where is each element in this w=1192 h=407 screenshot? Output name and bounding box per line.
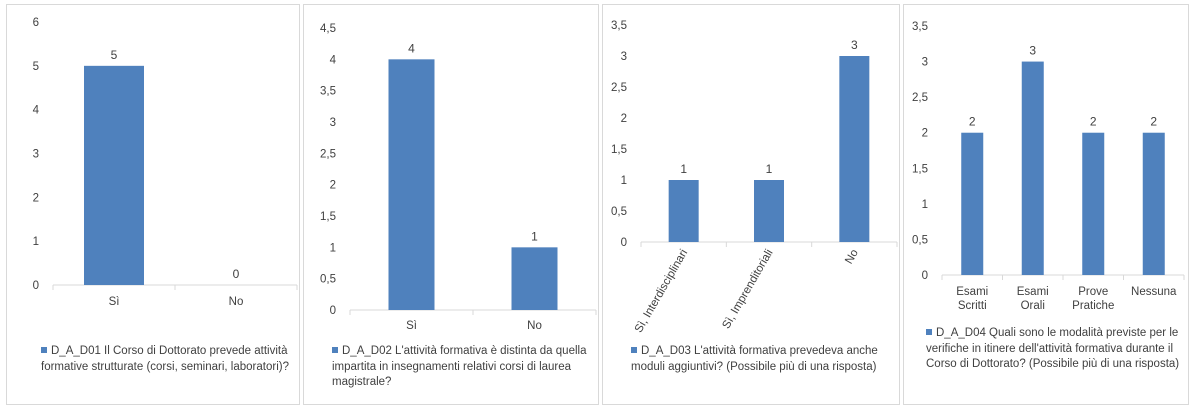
y-tick-label: 3 [330,117,336,129]
data-label: 1 [766,162,773,176]
y-tick-label: 0 [922,270,928,282]
chart-1-svg: 0 1 2 3 4 5 6 5 Sì 0 No [33,17,298,308]
y-tick-label: 4 [330,54,337,66]
y-tick-label: 3,5 [320,86,336,98]
category-label: Nessuna [1131,286,1177,298]
data-label: 2 [969,115,976,129]
y-tick-label: 1 [922,199,928,211]
y-tick-label: 1 [621,175,627,187]
category-label: No [229,296,244,308]
legend-1: D_A_D01 Il Corso di Dottorato prevede at… [41,344,301,375]
y-tick-label: 1,5 [320,211,336,223]
legend-2: D_A_D02 L'attività formativa è distinta … [332,344,598,391]
category-label: No [843,247,861,266]
chart-panel-4: 0 0,5 1 1,5 2 2,5 3 3,5 2 Esami Scritti 3 Esami Orali… [903,4,1189,405]
data-label: 2 [1090,115,1097,129]
data-label: 3 [1029,44,1036,58]
y-tick-label: 5 [33,61,39,73]
y-tick-label: 3,5 [611,20,627,32]
y-tick-label: 0 [33,280,39,292]
category-label: No [527,320,542,332]
chart-2-svg: 0 0,5 1 1,5 2 2,5 3 3,5 4 4,5 4 Sì 1 No [320,23,597,332]
y-tick-label: 1,5 [611,144,627,156]
legend-4-label: D_A_D04 Quali sono le modalità previste … [926,327,1180,370]
y-tick-label: 0 [621,237,627,249]
bar [668,180,699,242]
y-tick-label: 2 [621,113,627,125]
chart-3-svg: 0 0,5 1 1,5 2 2,5 3 3,5 1 Sì, Interdisciplinari 1 S… [611,20,898,335]
category-label: Esami Orali [1017,286,1049,312]
legend-3-swatch [631,347,637,353]
y-tick-label: 3,5 [912,21,928,33]
bar [511,247,558,310]
chart-panel-1: 0 1 2 3 4 5 6 5 Sì 0 No D_A_D01 Il Corso di Dottor… [6,4,300,405]
y-tick-label: 0,5 [320,274,336,286]
legend-2-label: D_A_D02 L'attività formativa è distinta … [332,345,587,388]
y-tick-label: 2 [922,128,928,140]
bar [84,65,144,285]
y-tick-label: 6 [33,17,39,29]
legend-2-swatch [332,347,338,353]
category-label: Sì [109,296,120,308]
bar [1082,132,1105,275]
data-label: 0 [233,267,240,281]
legend-3-label: D_A_D03 L'attività formativa prevedeva a… [631,345,878,373]
y-tick-label: 1 [33,236,39,248]
y-tick-label: 0,5 [611,206,627,218]
bar [961,132,984,275]
y-tick-label: 2 [330,180,336,192]
chart-4-svg: 0 0,5 1 1,5 2 2,5 3 3,5 2 Esami Scritti 3 Esami Orali… [912,21,1185,312]
category-label: Sì, Imprenditoriali [720,248,775,331]
data-label: 1 [531,229,538,243]
y-tick-label: 0 [330,305,336,317]
y-tick-label: 3 [33,149,39,161]
legend-4: D_A_D04 Quali sono le modalità previste … [926,326,1188,373]
data-label: 3 [851,38,858,52]
bar [1021,61,1044,276]
bar [388,59,435,311]
category-label: Prove Pratiche [1072,286,1114,312]
y-tick-label: 4,5 [320,23,336,35]
y-tick-label: 0,5 [912,234,928,246]
legend-1-label: D_A_D01 Il Corso di Dottorato prevede at… [41,345,289,373]
category-label: Sì, Interdisciplinari [633,248,690,335]
data-label: 1 [680,162,687,176]
data-label: 2 [1150,115,1157,129]
bar [1142,132,1165,275]
legend-4-swatch [926,329,932,335]
data-label: 5 [111,48,118,62]
bar [754,180,784,242]
data-label: 4 [408,41,415,55]
y-tick-label: 1,5 [912,163,928,175]
legend-3: D_A_D03 L'attività formativa prevedeva a… [631,344,899,375]
bar [839,56,870,242]
y-tick-label: 2,5 [320,148,336,160]
category-label: Sì [406,320,417,332]
chart-panel-3: 0 0,5 1 1,5 2 2,5 3 3,5 1 Sì, Interdisciplinari 1 S… [602,4,900,405]
y-tick-label: 2,5 [611,82,627,94]
y-tick-label: 4 [33,105,40,117]
legend-1-swatch [41,347,47,353]
y-tick-label: 2 [33,192,39,204]
chart-panel-2: 0 0,5 1 1,5 2 2,5 3 3,5 4 4,5 4 Sì 1 No D_A_D02 L'att… [303,4,599,405]
y-tick-label: 2,5 [912,92,928,104]
category-label: Esami Scritti [956,286,988,312]
y-tick-label: 3 [621,51,627,63]
y-tick-label: 1 [330,242,336,254]
y-tick-label: 3 [922,57,928,69]
